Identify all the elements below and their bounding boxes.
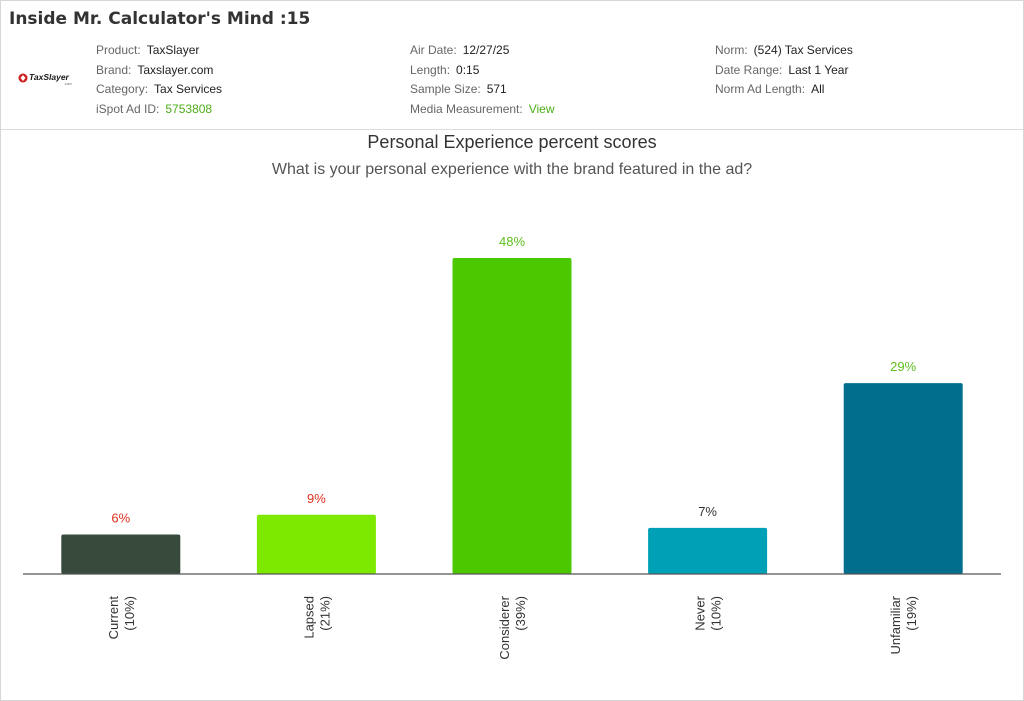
category-norm: (10%) — [709, 596, 724, 631]
meta-category: Category: Tax Services — [96, 82, 223, 96]
meta-ad-id: iSpot Ad ID: 5753808 — [96, 101, 213, 116]
chart-subtitle: What is your personal experience with th… — [271, 161, 753, 178]
category-norm: (19%) — [904, 596, 919, 631]
category-name: Current — [106, 596, 121, 640]
category-norm: (10%) — [122, 596, 137, 631]
category-norm: (39%) — [513, 596, 528, 631]
meta-air-date: Air Date: 12/27/25 — [410, 43, 510, 57]
value-label-considerer: 48% — [499, 234, 525, 249]
ad-title: Inside Mr. Calculator's Mind :15 — [9, 9, 311, 29]
meta-column-airing: Air Date: 12/27/25 Length: 0:15 Sample Siz… — [410, 41, 555, 119]
meta-column-product: Product: TaxSlayer Brand: Taxslayer.com Ca… — [96, 41, 222, 119]
meta-column-norm: Norm: (524) Tax Services Date Range: Last … — [715, 41, 853, 100]
bar-current — [61, 534, 181, 574]
media-measurement-view-link[interactable]: View — [528, 101, 555, 116]
bar-lapsed — [256, 514, 376, 574]
meta-date-range: Date Range: Last 1 Year — [715, 62, 849, 77]
meta-length: Length: 0:15 — [410, 62, 480, 77]
category-name: Never — [693, 595, 708, 630]
ad-id-link[interactable]: 5753808 — [165, 101, 213, 116]
value-label-current: 6% — [111, 511, 130, 526]
category-label-current: Current (10%) — [106, 596, 137, 640]
value-label-never: 7% — [698, 504, 717, 519]
category-name: Unfamiliar — [888, 595, 903, 654]
bar-unfamiliar — [843, 383, 963, 574]
category-label-considerer: Considerer (39%) — [497, 595, 528, 659]
svg-text:.com: .com — [64, 82, 72, 86]
value-label-lapsed: 9% — [307, 491, 326, 506]
chart-title: Personal Experience percent scores — [367, 132, 657, 152]
meta-sample-size: Sample Size: 571 — [410, 82, 507, 96]
bar-never — [648, 527, 768, 574]
meta-norm: Norm: (524) Tax Services — [715, 43, 853, 57]
ad-header: Inside Mr. Calculator's Mind :15 TaxSlay… — [1, 1, 1023, 130]
category-name: Considerer — [497, 595, 512, 659]
value-label-unfamiliar: 29% — [890, 359, 916, 374]
category-label-unfamiliar: Unfamiliar (19%) — [888, 595, 919, 654]
meta-norm-ad-length: Norm Ad Length: All — [715, 82, 825, 96]
bar-considerer — [452, 258, 572, 574]
meta-brand: Brand: Taxslayer.com — [96, 62, 214, 77]
category-label-never: Never (10%) — [693, 595, 724, 630]
category-norm: (21%) — [317, 596, 332, 631]
category-name: Lapsed — [301, 596, 316, 639]
logo-wordmark: TaxSlayer — [29, 72, 70, 82]
meta-media-measurement: Media Measurement: View — [410, 101, 555, 116]
category-label-lapsed: Lapsed (21%) — [301, 596, 332, 639]
meta-product: Product: TaxSlayer — [96, 43, 200, 57]
taxslayer-logo: TaxSlayer .com — [18, 72, 72, 86]
